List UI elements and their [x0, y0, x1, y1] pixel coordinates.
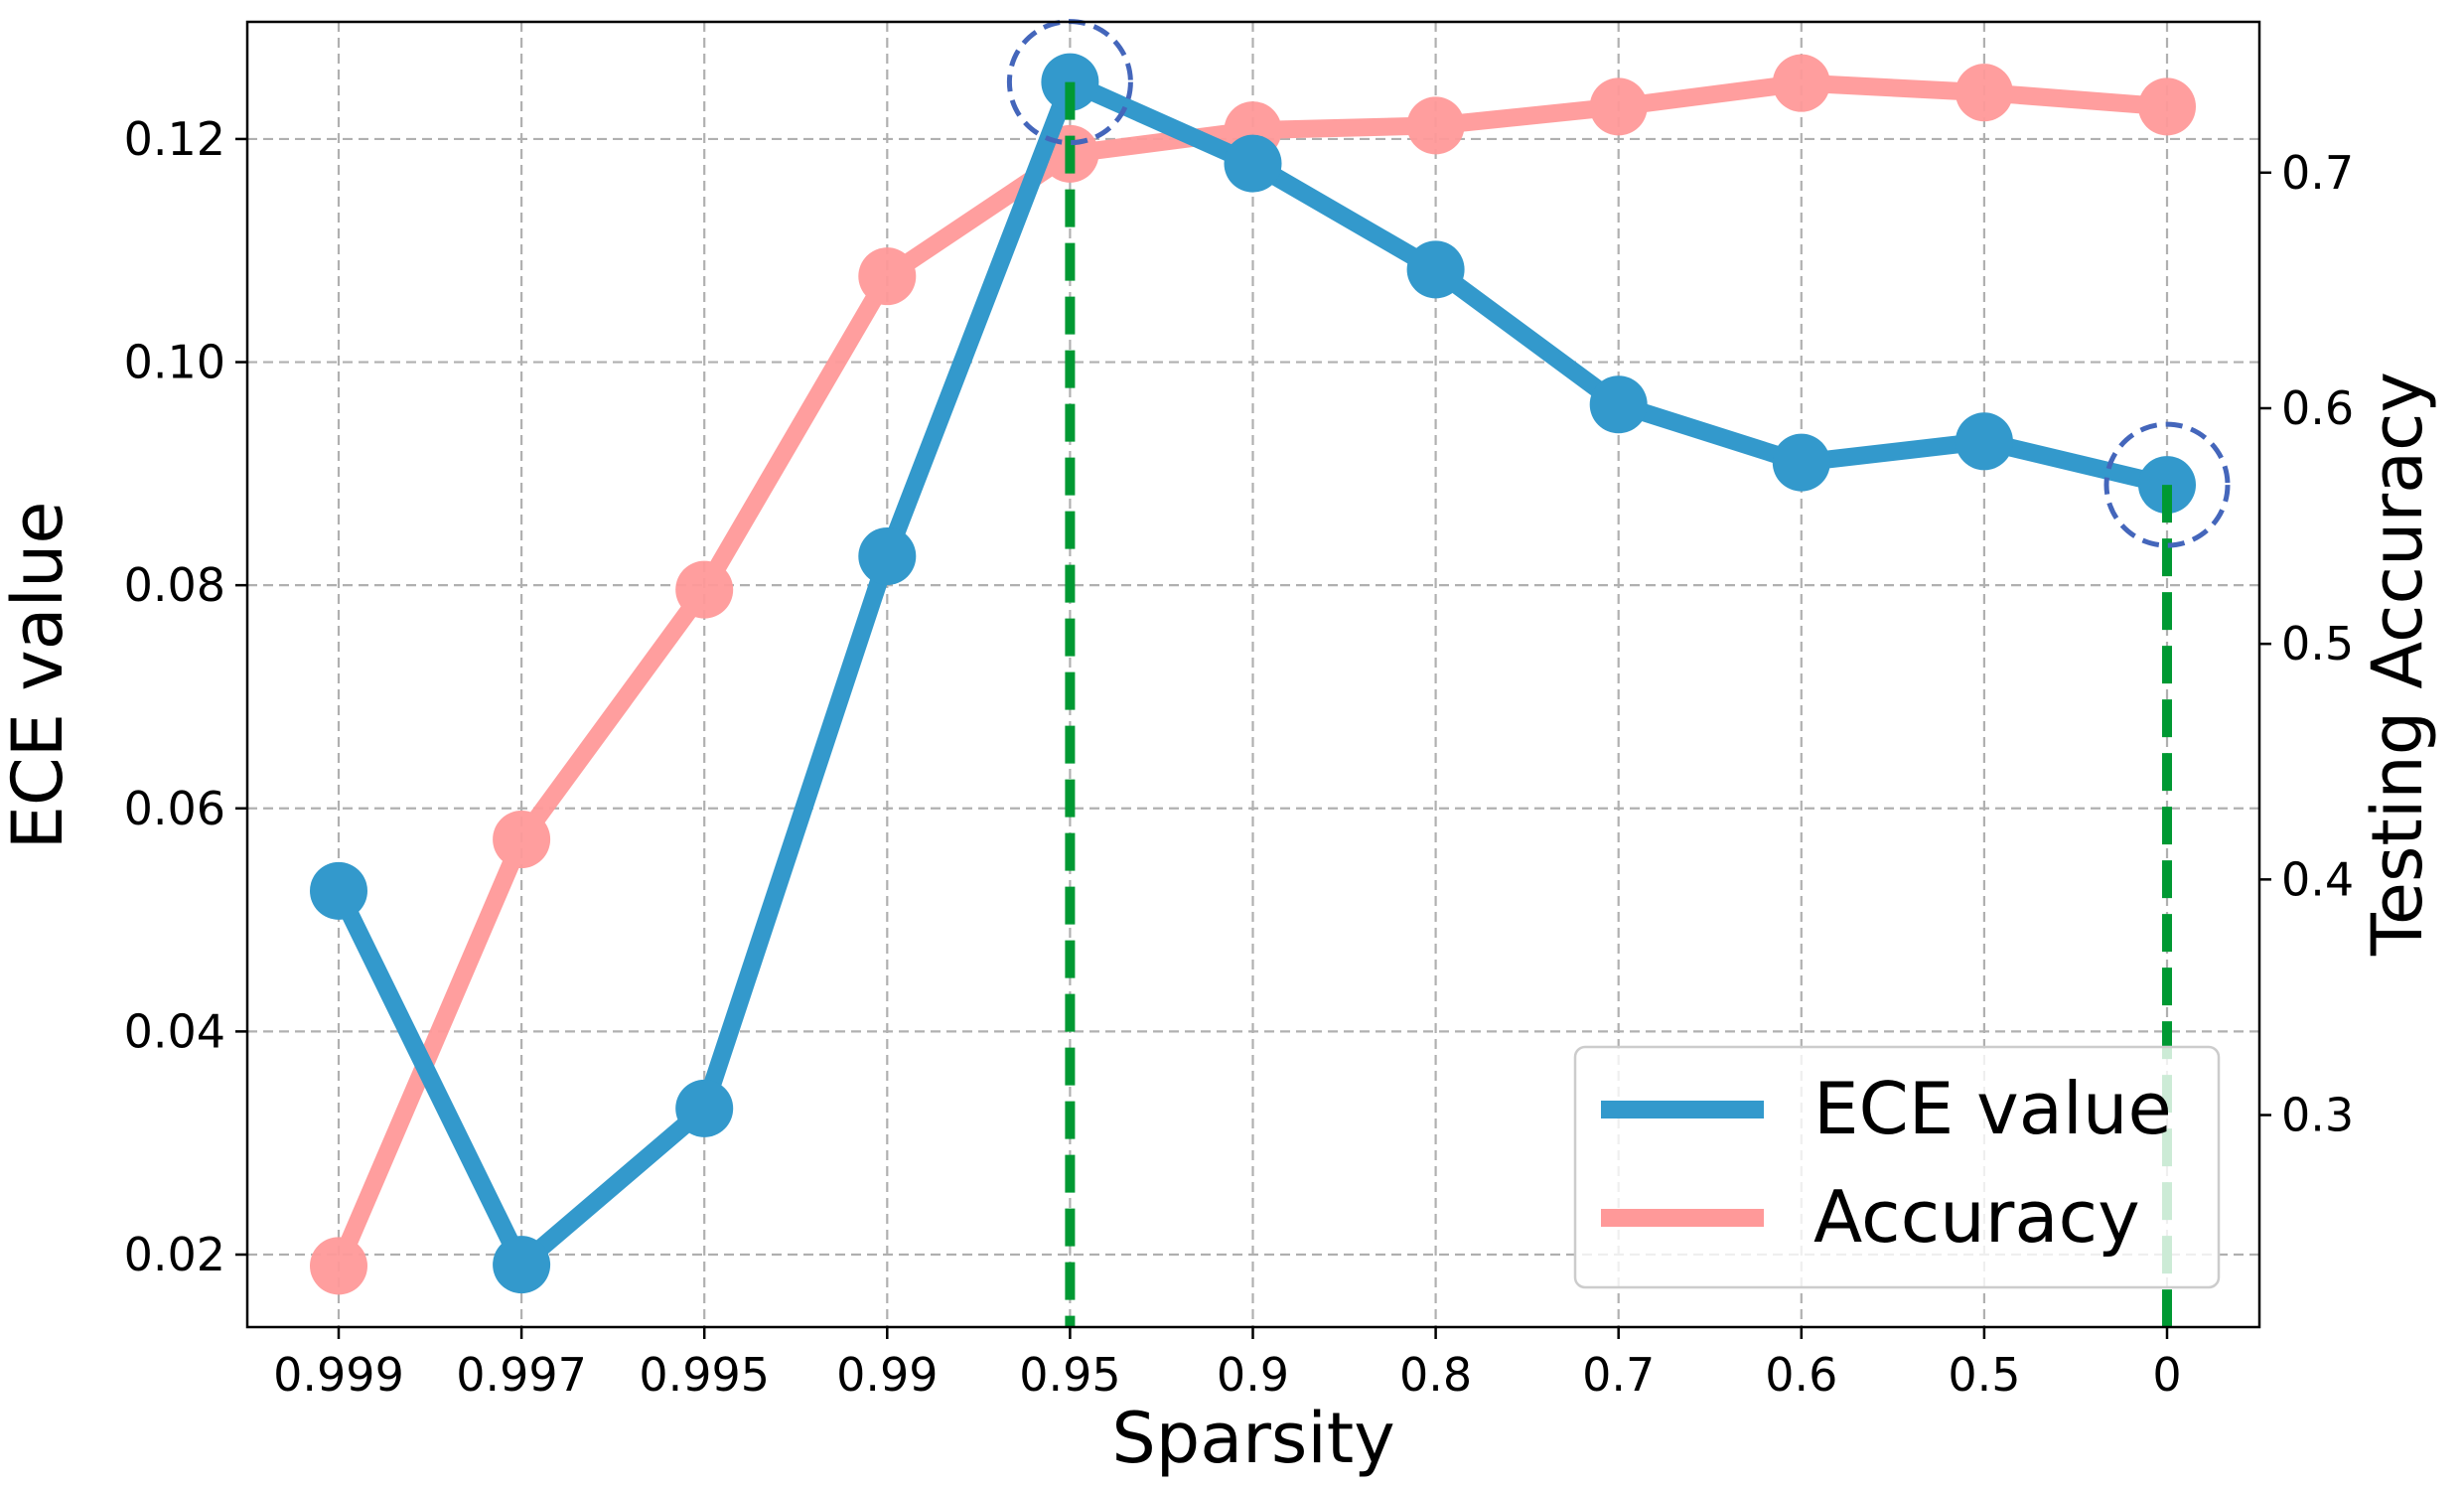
- data-point: [1955, 412, 2013, 471]
- y2-tick-label: 0.5: [2281, 617, 2354, 670]
- series-group: [310, 53, 2196, 1294]
- y-tick-label: 0.04: [124, 1004, 225, 1058]
- y2-axis-ticks: 0.3 0.4 0.5 0.6 0.7: [2259, 146, 2354, 1142]
- x-tick-label: 0.999: [273, 1348, 404, 1402]
- legend-label-accuracy: Accuracy: [1813, 1175, 2140, 1259]
- legend: ECE value Accuracy: [1573, 1045, 2221, 1289]
- ece-series: [310, 53, 2196, 1294]
- data-point: [310, 861, 367, 920]
- data-point: [858, 247, 917, 306]
- data-point: [1589, 375, 1648, 434]
- y-tick-label: 0.12: [124, 112, 225, 166]
- data-point: [675, 560, 734, 619]
- x-tick-label: 0.995: [639, 1348, 770, 1402]
- x-tick-label: 0.5: [1948, 1348, 2020, 1402]
- data-point: [858, 526, 917, 585]
- x-axis-ticks: 0.999 0.997 0.995 0.99 0.95 0.9 0.8 0.7 0.6 0.5 0: [273, 1327, 2182, 1402]
- x-tick-label: 0.6: [1765, 1348, 1837, 1402]
- x-tick-label: 0.7: [1582, 1348, 1655, 1402]
- y-axis-ticks: 0.02 0.04 0.06 0.08 0.10 0.12: [124, 112, 247, 1281]
- x-tick-label: 0.997: [456, 1348, 587, 1402]
- highlight-circle: [2103, 421, 2231, 548]
- y2-tick-label: 0.6: [2281, 381, 2354, 435]
- y2-tick-label: 0.4: [2281, 852, 2354, 906]
- data-point: [1589, 77, 1648, 136]
- y-axis-title: ECE value: [0, 502, 78, 850]
- data-point: [2138, 77, 2196, 136]
- data-point: [1224, 134, 1282, 193]
- data-point: [310, 1237, 367, 1295]
- data-point: [1406, 96, 1465, 155]
- data-point: [493, 811, 551, 869]
- x-tick-label: 0.95: [1019, 1348, 1120, 1402]
- x-tick-label: 0.8: [1399, 1348, 1472, 1402]
- x-axis-title: Sparsity: [1111, 1398, 1394, 1479]
- x-tick-label: 0: [2152, 1348, 2181, 1402]
- legend-label-ece: ECE value: [1813, 1067, 2172, 1150]
- data-point: [1955, 64, 2013, 122]
- y2-tick-label: 0.7: [2281, 146, 2354, 200]
- y2-axis-title: Testing Accuracy: [2357, 372, 2438, 957]
- data-point: [1772, 433, 1830, 492]
- data-point: [1406, 240, 1465, 299]
- y-tick-label: 0.06: [124, 782, 225, 835]
- data-point: [675, 1079, 734, 1137]
- data-point: [2138, 456, 2196, 515]
- y-tick-label: 0.10: [124, 336, 225, 389]
- data-point: [493, 1236, 551, 1294]
- y2-tick-label: 0.3: [2281, 1089, 2354, 1142]
- data-point: [1772, 54, 1830, 112]
- x-tick-label: 0.99: [836, 1348, 938, 1402]
- y-tick-label: 0.02: [124, 1228, 225, 1281]
- x-tick-label: 0.9: [1217, 1348, 1289, 1402]
- y-tick-label: 0.08: [124, 558, 225, 612]
